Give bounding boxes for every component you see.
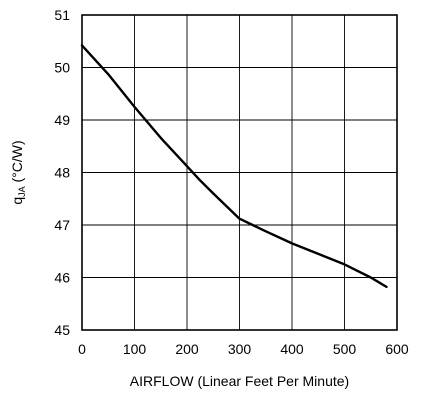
y-tick-label-5: 50 [54,60,70,76]
x-tick-label-5: 500 [333,341,357,357]
y-axis-ticks: 45 46 47 48 49 50 51 [54,7,70,338]
y-axis-title: qJA (°C/W) [9,140,27,204]
series-group [80,44,388,289]
x-tick-label-3: 300 [228,341,252,357]
y-tick-label-2: 47 [54,217,70,233]
y-tick-label-6: 51 [54,7,70,23]
y-axis-title-symbol: q [9,197,25,205]
x-tick-label-0: 0 [78,341,86,357]
y-tick-label-3: 48 [54,165,70,181]
x-tick-label-6: 600 [385,341,409,357]
y-tick-label-0: 45 [54,322,70,338]
x-tick-label-4: 400 [280,341,304,357]
series-line-0 [80,44,388,289]
y-tick-label-4: 49 [54,112,70,128]
x-axis-ticks: 0 100 200 300 400 500 600 [78,341,409,357]
x-tick-label-1: 100 [123,341,147,357]
y-axis-title-unit: (°C/W) [9,140,25,186]
grid [82,15,397,330]
y-tick-label-1: 46 [54,270,70,286]
x-axis-title: AIRFLOW (Linear Feet Per Minute) [130,373,349,389]
y-axis-title-subscript: JA [17,186,27,197]
plot-frame [81,14,398,331]
x-tick-label-2: 200 [175,341,199,357]
